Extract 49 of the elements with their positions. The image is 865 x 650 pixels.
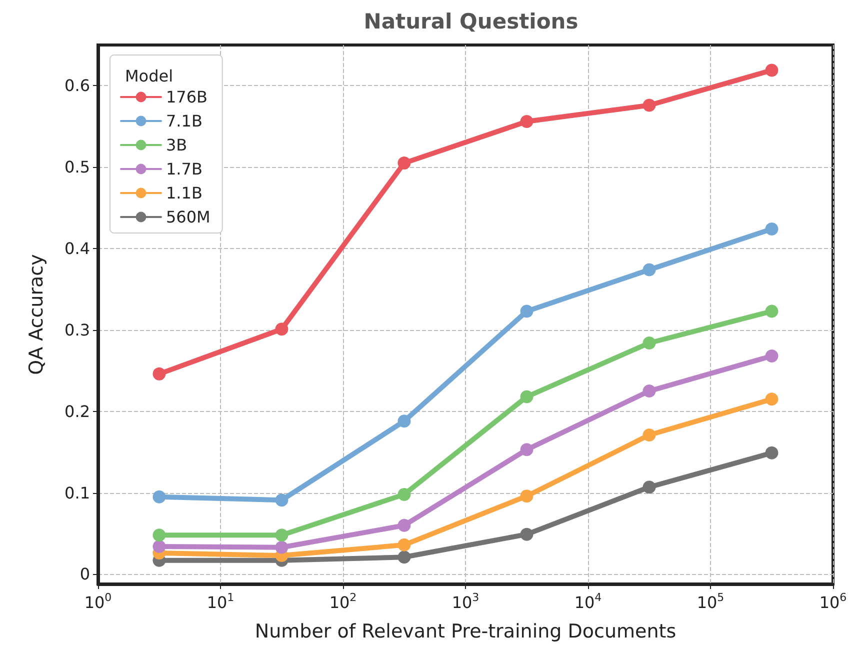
point — [765, 64, 778, 77]
point — [765, 304, 778, 318]
point — [152, 490, 166, 504]
point — [520, 443, 534, 456]
legend-label: 560M — [166, 208, 210, 226]
y-tick-label: 0.2 — [64, 402, 90, 421]
point — [765, 222, 778, 236]
point — [398, 550, 411, 564]
point — [765, 350, 778, 363]
point — [152, 540, 166, 554]
point — [765, 446, 778, 460]
point — [642, 480, 656, 494]
point — [642, 384, 656, 398]
y-tick-label: 0.4 — [64, 239, 90, 258]
point — [765, 392, 778, 406]
legend-label: 176B — [166, 88, 208, 106]
point — [398, 156, 411, 170]
legend-label: 7.1B — [166, 112, 202, 130]
point — [642, 263, 656, 276]
point — [275, 528, 288, 542]
point — [520, 304, 534, 318]
y-tick-label: 0.5 — [64, 158, 90, 177]
legend-label: 3B — [166, 136, 188, 154]
chart-title: Natural Questions — [364, 10, 578, 34]
point — [520, 390, 534, 404]
point — [398, 414, 411, 428]
point — [275, 540, 288, 554]
y-axis-title: QA Accuracy — [26, 254, 48, 375]
point — [398, 538, 411, 552]
legend-title: Model — [125, 66, 174, 86]
point — [398, 518, 411, 532]
x-axis-title: Number of Relevant Pre-training Documents — [254, 620, 676, 642]
point — [152, 367, 166, 380]
y-tick-label: 0.3 — [64, 320, 90, 340]
y-tick-label: 0 — [80, 564, 90, 584]
point — [642, 336, 656, 350]
point — [275, 494, 288, 507]
point — [398, 488, 411, 501]
point — [642, 428, 656, 442]
point — [275, 322, 288, 336]
point — [520, 528, 534, 541]
y-tick-label: 0.6 — [64, 76, 90, 96]
y-tick-label: 0.1 — [64, 483, 90, 502]
legend-label: 1.7B — [166, 160, 202, 178]
point — [152, 528, 166, 542]
point — [520, 115, 534, 128]
legend-label: 1.1B — [166, 184, 202, 202]
point — [642, 98, 656, 112]
point — [520, 490, 534, 503]
